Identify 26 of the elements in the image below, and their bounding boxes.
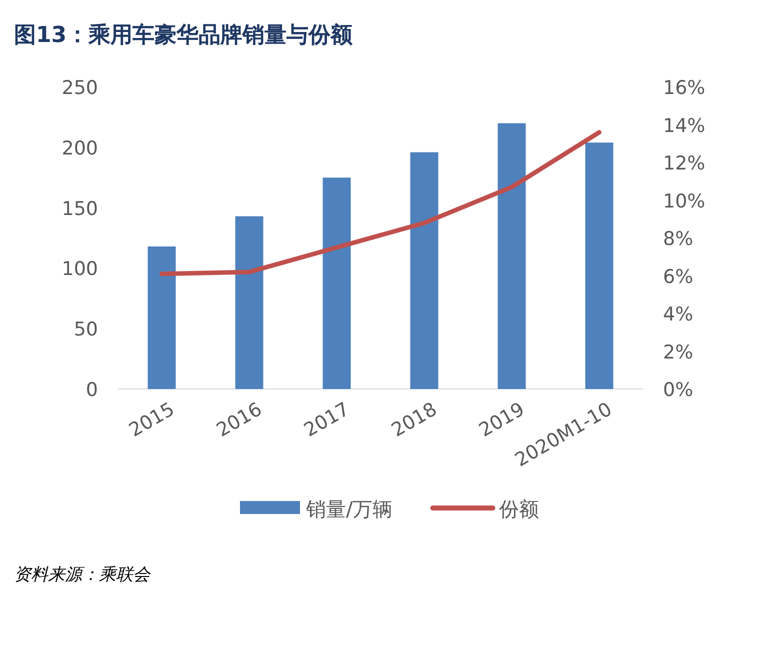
- y2-tick-label: 0%: [663, 379, 694, 401]
- bar: [235, 216, 264, 389]
- y2-tick-label: 14%: [663, 114, 706, 137]
- bar: [148, 246, 176, 389]
- bar: [410, 152, 438, 389]
- text: 资料来源：乘联会: [14, 565, 151, 585]
- y2-tick-label: 4%: [663, 304, 694, 326]
- legend-label: 销量/万辆: [305, 497, 393, 521]
- legend-label: 份额: [498, 497, 539, 521]
- y2-tick-label: 16%: [663, 77, 706, 99]
- y-tick-label: 150: [62, 198, 98, 220]
- y2-tick-label: 2%: [663, 341, 694, 364]
- y-tick-label: 200: [62, 137, 98, 160]
- line-series: [160, 130, 602, 276]
- y2-tick-label: 8%: [663, 228, 694, 250]
- chart-title: 图13：乘用车豪华品牌销量与份额: [14, 22, 354, 48]
- y-tick-label: 100: [62, 258, 98, 280]
- bar: [322, 178, 351, 389]
- y-tick-label: 50: [74, 318, 98, 341]
- y2-tick-label: 6%: [663, 266, 694, 288]
- bar: [585, 142, 614, 389]
- y2-tick-label: 12%: [663, 152, 706, 174]
- y-tick-label: 0: [86, 379, 98, 401]
- bar: [498, 123, 526, 389]
- y-tick-label: 250: [62, 77, 98, 99]
- y2-tick-label: 10%: [663, 190, 706, 212]
